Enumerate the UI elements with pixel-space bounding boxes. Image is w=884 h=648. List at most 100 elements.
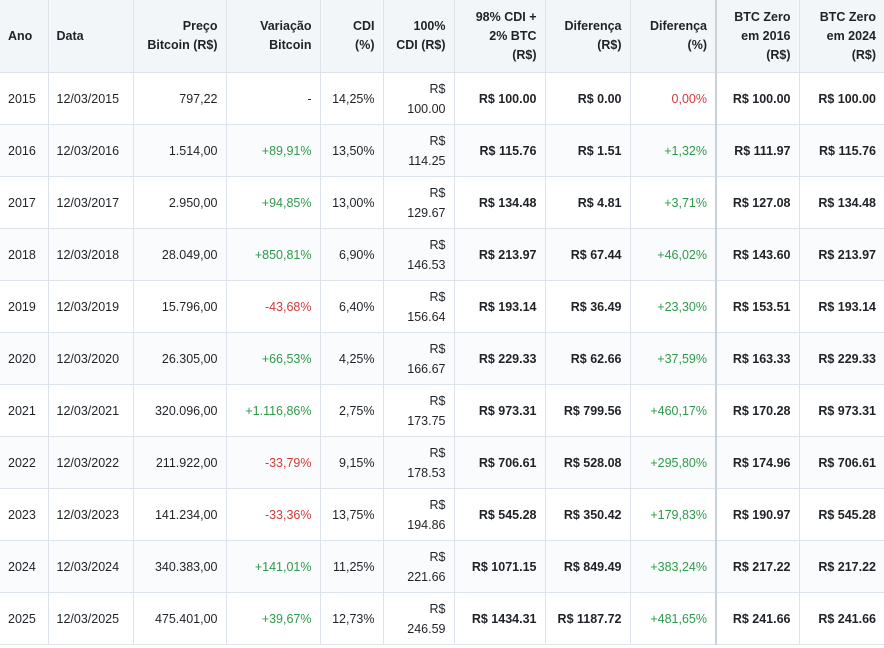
table-row: 2020 12/03/2020 26.305,00 +66,53% 4,25% R$ 166…	[0, 332, 884, 385]
header-line: Diferença	[564, 19, 622, 33]
cell-preco-bitcoin: 211.922,00	[132, 436, 227, 489]
cell-preco-bitcoin: 475.401,00	[132, 592, 227, 645]
cell-cdi: 9,15%	[319, 436, 384, 489]
header-line: (%)	[687, 38, 707, 52]
cell-line: 129.67	[407, 205, 446, 220]
table-row: 2016 12/03/2016 1.514,00 +89,91% 13,50% R$ 114…	[0, 124, 884, 177]
cell-diferenca-pct: +460,17%	[629, 384, 717, 437]
cell-mix: R$ 973.31	[453, 384, 546, 437]
cell-line: R$	[429, 497, 446, 512]
cell-ano: 2020	[0, 332, 49, 385]
cell-ano: 2016	[0, 124, 49, 177]
cell-ano: 2023	[0, 488, 49, 541]
cell-btc-zero-2024: R$ 241.66	[798, 592, 884, 645]
cell-data: 12/03/2024	[47, 540, 134, 593]
cell-preco-bitcoin: 2.950,00	[132, 176, 227, 229]
cell-data: 12/03/2025	[47, 592, 134, 645]
cell-btc-zero-2016: R$ 170.28	[715, 384, 800, 437]
cell-diferenca-rs: R$ 0.00	[544, 72, 631, 125]
cell-diferenca-rs: R$ 849.49	[544, 540, 631, 593]
cell-btc-zero-2024: R$ 115.76	[798, 124, 884, 177]
cell-cdi: 6,40%	[319, 280, 384, 333]
cell-ano: 2022	[0, 436, 49, 489]
cell-diferenca-rs: R$ 62.66	[544, 332, 631, 385]
cell-line: 114.25	[408, 153, 446, 168]
cell-cdi-100: R$ 194.86	[382, 488, 455, 541]
table-row: 2018 12/03/2018 28.049,00 +850,81% 6,90% R$ 14…	[0, 228, 884, 281]
cell-cdi-100: R$ 146.53	[382, 228, 455, 281]
cell-preco-bitcoin: 15.796,00	[132, 280, 227, 333]
cell-line: R$	[429, 185, 446, 200]
cell-mix: R$ 545.28	[453, 488, 546, 541]
cell-variacao-bitcoin: -33,79%	[225, 436, 321, 489]
table-body: 2015 12/03/2015 797,22-14,25% R$ 100.00 R$ 10…	[0, 72, 884, 645]
cell-btc-zero-2024: R$ 213.97	[798, 228, 884, 281]
header-line: 100%	[413, 19, 446, 33]
cell-mix: R$ 706.61	[453, 436, 546, 489]
cell-line: R$	[429, 289, 446, 304]
table-row: 2025 12/03/2025 475.401,00 +39,67% 12,73% R$ 2…	[0, 592, 884, 645]
cell-mix: R$ 1071.15	[453, 540, 546, 593]
cell-ano: 2024	[0, 540, 49, 593]
header-line: Variação	[260, 19, 312, 33]
cell-line: 246.59	[407, 621, 446, 636]
header-data-label: Data	[56, 28, 84, 43]
cell-line: 173.75	[407, 413, 446, 428]
cell-btc-zero-2024: R$ 193.14	[798, 280, 884, 333]
cell-cdi: 12,73%	[319, 592, 384, 645]
cell-btc-zero-2016: R$ 241.66	[715, 592, 800, 645]
table-row: 2019 12/03/2019 15.796,00 -43,68% 6,40% R$ 156…	[0, 280, 884, 333]
cell-cdi-100: R$ 221.66	[382, 540, 455, 593]
cell-mix: R$ 134.48	[453, 176, 546, 229]
cell-cdi: 13,00%	[319, 176, 384, 229]
table-row: 2023 12/03/2023 141.234,00 -33,36% 13,75% R$ 1…	[0, 488, 884, 541]
cell-btc-zero-2016: R$ 153.51	[715, 280, 800, 333]
cell-ano: 2021	[0, 384, 49, 437]
cell-cdi-100: R$ 178.53	[382, 436, 455, 489]
col-header-cdi-100: 100% CDI (R$)	[382, 0, 455, 73]
cell-btc-zero-2016: R$ 127.08	[715, 176, 800, 229]
cell-variacao-bitcoin: -	[225, 72, 321, 125]
header-line: Preço	[182, 19, 218, 33]
cell-diferenca-rs: R$ 1.51	[544, 124, 631, 177]
cell-data: 12/03/2021	[47, 384, 134, 437]
cell-cdi: 2,75%	[319, 384, 384, 437]
col-header-diferenca-pct: Diferença (%)	[629, 0, 717, 73]
cell-diferenca-rs: R$ 67.44	[544, 228, 631, 281]
header-line: BTC Zero	[734, 9, 791, 24]
header-line: em 2016	[741, 28, 791, 43]
cell-ano: 2018	[0, 228, 49, 281]
col-header-variacao-bitcoin: Variação Bitcoin	[225, 0, 321, 73]
cell-line: R$	[429, 81, 446, 96]
cell-diferenca-rs: R$ 528.08	[544, 436, 631, 489]
cell-preco-bitcoin: 797,22	[132, 72, 227, 125]
cell-line: 221.66	[407, 569, 446, 584]
cell-btc-zero-2016: R$ 100.00	[715, 72, 800, 125]
header-line: Bitcoin (R$)	[147, 38, 218, 52]
header-line: (%)	[355, 38, 375, 52]
header-line: 98% CDI +	[475, 9, 537, 24]
cell-mix: R$ 213.97	[453, 228, 546, 281]
cell-preco-bitcoin: 28.049,00	[132, 228, 227, 281]
header-line: Diferença	[650, 19, 707, 33]
header-line: BTC Zero	[819, 9, 876, 24]
cell-btc-zero-2016: R$ 111.97	[715, 124, 800, 177]
cell-data: 12/03/2017	[47, 176, 134, 229]
header-line: (R$)	[597, 38, 622, 52]
cell-data: 12/03/2018	[47, 228, 134, 281]
header-line: (R$)	[766, 47, 791, 62]
cell-diferenca-pct: +37,59%	[629, 332, 717, 385]
cell-diferenca-pct: +481,65%	[629, 592, 717, 645]
cell-variacao-bitcoin: +89,91%	[225, 124, 321, 177]
cell-cdi: 6,90%	[319, 228, 384, 281]
col-header-btc-zero-2016: BTC Zero em 2016 (R$)	[715, 0, 800, 73]
cell-btc-zero-2016: R$ 190.97	[715, 488, 800, 541]
cell-diferenca-pct: +3,71%	[629, 176, 717, 229]
cell-preco-bitcoin: 1.514,00	[132, 124, 227, 177]
table-row: 2024 12/03/2024 340.383,00 +141,01% 11,25% R$…	[0, 540, 884, 593]
cell-diferenca-pct: +23,30%	[629, 280, 717, 333]
cell-diferenca-pct: 0,00%	[629, 72, 717, 125]
cell-line: R$	[429, 341, 446, 356]
cell-variacao-bitcoin: +94,85%	[225, 176, 321, 229]
cell-cdi-100: R$ 114.25	[382, 124, 455, 177]
